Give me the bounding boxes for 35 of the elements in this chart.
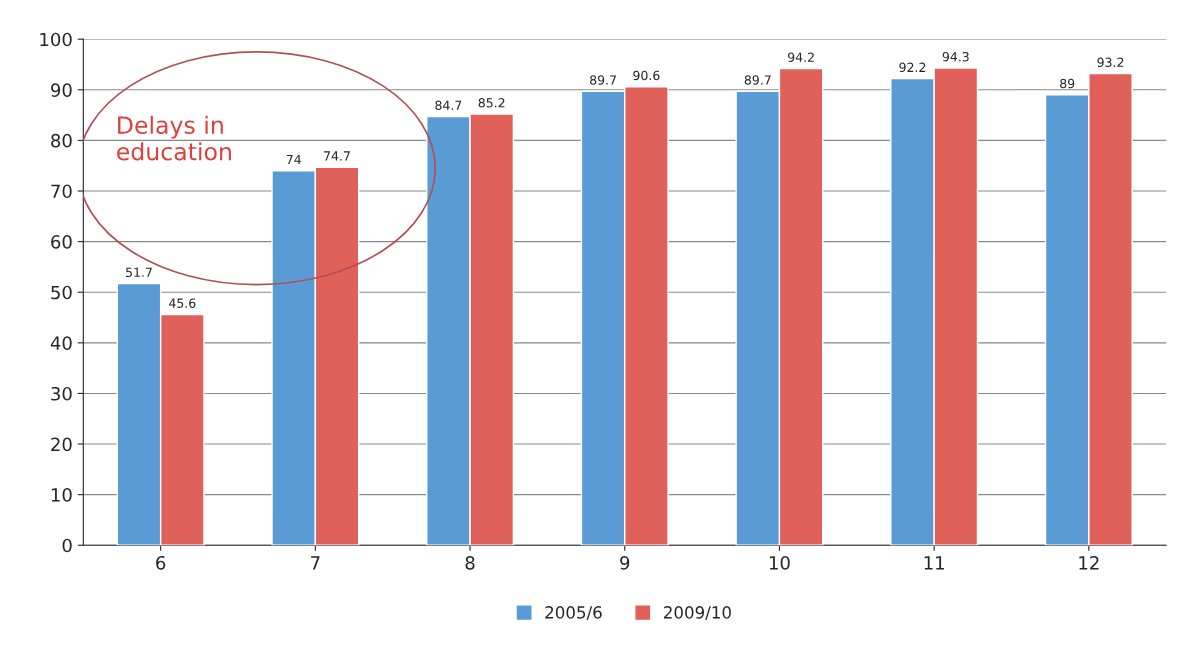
x-tick-label: 11 [924,556,944,570]
y-tick-label: 30 [51,386,72,401]
data-label: 74 [286,154,301,164]
y-tick-label: 20 [51,437,72,452]
y-tick-label: 50 [51,285,72,300]
data-label: 92.2 [899,62,926,73]
data-label: 89.7 [590,75,616,85]
annotation: Delays in education [117,115,231,161]
data-label: 90.6 [633,70,660,81]
y-tick-label: 90 [51,83,72,97]
x-tick-label: 6 [156,555,166,570]
y-tick-label: 60 [51,235,72,249]
data-label: 45.6 [169,298,196,308]
y-tick-label: 40 [50,336,72,350]
data-label: 94.3 [942,51,969,62]
y-tick-label: 10 [51,488,72,502]
x-tick-label: 8 [465,555,475,570]
data-label: 94.2 [787,52,814,62]
y-tick-label: 70 [51,184,72,199]
data-label: 89 [1060,78,1075,89]
y-tick-label: 100 [40,32,72,47]
legend-label: 2009/10 [664,606,731,621]
x-tick-label: 7 [311,556,320,570]
data-label: 84.7 [435,100,462,111]
data-label: 89.7 [744,75,771,85]
data-label: 85.2 [478,98,505,108]
x-tick-label: 10 [769,555,790,570]
y-tick-label: 80 [51,133,72,148]
x-tick-label: 9 [620,555,630,570]
data-label: 93.2 [1097,57,1124,67]
data-label: 74.7 [324,151,350,161]
y-tick-label: 0 [62,538,72,553]
legend-label: 2005/6 [545,606,602,621]
x-tick-label: 12 [1079,555,1099,570]
data-label: 51.7 [126,267,152,278]
